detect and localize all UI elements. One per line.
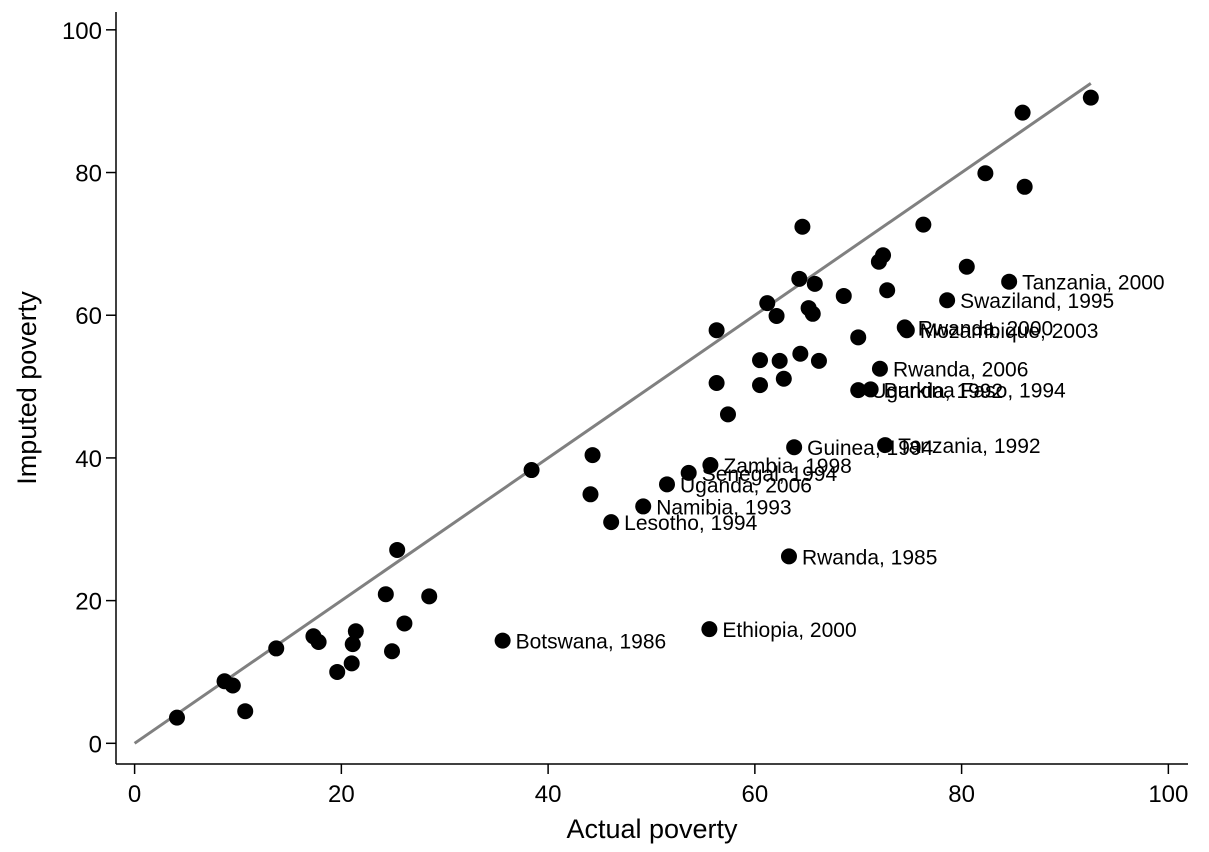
point — [835, 287, 852, 304]
point — [329, 663, 346, 680]
point — [396, 615, 413, 632]
point — [1016, 178, 1033, 195]
point — [702, 457, 719, 474]
point — [708, 375, 725, 392]
point — [523, 462, 540, 479]
point — [759, 295, 776, 312]
point — [224, 677, 241, 694]
point — [977, 165, 994, 182]
y-tick-label: 100 — [62, 18, 102, 45]
point-label: Zambia, 1998 — [723, 455, 851, 478]
x-axis-title: Actual poverty — [566, 814, 738, 844]
point — [771, 352, 788, 369]
point-label: Rwanda, 1985 — [802, 546, 937, 569]
point — [310, 633, 327, 650]
x-tick-label: 20 — [328, 781, 355, 808]
point — [875, 247, 892, 264]
point-label: Mozambique, 2003 — [920, 320, 1099, 343]
point — [1082, 89, 1099, 106]
point — [389, 541, 406, 558]
point — [810, 352, 827, 369]
point — [877, 437, 894, 454]
point — [1014, 104, 1031, 121]
point — [384, 643, 401, 660]
point-label: Namibia, 1993 — [656, 496, 791, 519]
point — [806, 275, 823, 292]
y-tick-label: 80 — [75, 161, 102, 188]
point — [850, 329, 867, 346]
point-label: Tanzania, 2000 — [1022, 272, 1164, 295]
y-tick-label: 40 — [75, 446, 102, 473]
point — [268, 640, 285, 657]
point — [168, 709, 185, 726]
x-tick-label: 100 — [1148, 781, 1188, 808]
point — [719, 406, 736, 423]
point — [635, 498, 652, 515]
point-label: Lesotho, 1994 — [624, 512, 757, 535]
point — [377, 586, 394, 603]
point — [780, 548, 797, 565]
point-label: Botswana, 1986 — [516, 631, 667, 654]
x-tick-label: 0 — [128, 781, 141, 808]
point — [862, 381, 879, 398]
point — [701, 621, 718, 638]
point-label: Tanzania, 1992 — [898, 435, 1040, 458]
point — [804, 305, 821, 322]
point-label: Ethiopia, 2000 — [722, 619, 856, 642]
point-label: Uganda, 2006 — [680, 474, 812, 497]
point — [915, 216, 932, 233]
point-label: Swaziland, 1995 — [960, 290, 1114, 313]
reference-line — [133, 82, 1092, 745]
point — [347, 623, 364, 640]
point — [850, 382, 867, 399]
point — [791, 270, 808, 287]
point — [752, 352, 769, 369]
point — [871, 360, 888, 377]
point — [658, 476, 675, 493]
point — [792, 345, 809, 362]
x-tick-label: 60 — [742, 781, 769, 808]
point — [786, 439, 803, 456]
point — [939, 292, 956, 309]
point — [237, 703, 254, 720]
point-label: Rwanda, 2006 — [893, 359, 1028, 382]
point — [603, 514, 620, 531]
y-axis-title: Imputed poverty — [12, 291, 42, 485]
point — [421, 588, 438, 605]
point — [775, 370, 792, 387]
point — [879, 282, 896, 299]
x-tick-label: 80 — [948, 781, 975, 808]
x-tick-label: 40 — [535, 781, 562, 808]
point-label: Senegal, 1994 — [702, 463, 838, 486]
point — [794, 218, 811, 235]
point — [708, 322, 725, 339]
point — [494, 632, 511, 649]
y-tick-label: 60 — [75, 303, 102, 330]
point — [584, 447, 601, 464]
point — [343, 655, 360, 672]
y-tick-label: 20 — [75, 589, 102, 616]
point-label: Uganda, 1992 — [871, 380, 1003, 403]
point — [752, 377, 769, 394]
point — [1001, 273, 1018, 290]
point-label: Rwanda, 2000 — [918, 317, 1053, 340]
y-tick-label: 0 — [89, 731, 102, 758]
point-label: Guinea, 1994 — [807, 437, 933, 460]
point-label: Burkina Faso, 1994 — [884, 379, 1066, 402]
point — [768, 307, 785, 324]
point — [898, 322, 915, 339]
point — [344, 636, 361, 653]
point — [958, 258, 975, 275]
point — [680, 464, 697, 481]
point — [582, 486, 599, 503]
